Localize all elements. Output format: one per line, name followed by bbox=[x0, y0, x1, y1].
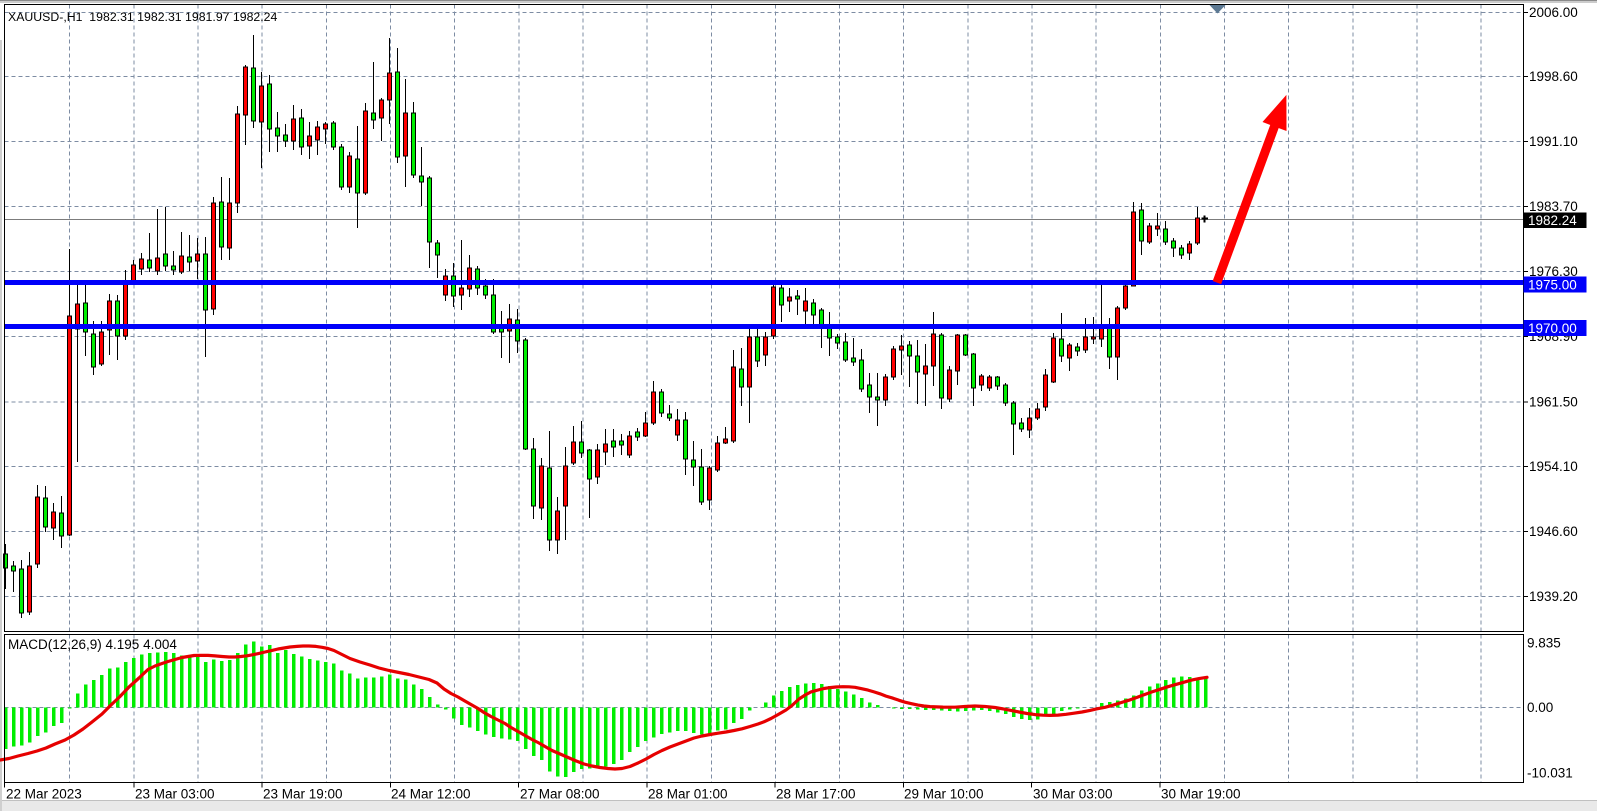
svg-text:28 Mar 17:00: 28 Mar 17:00 bbox=[776, 787, 856, 802]
svg-text:1983.70: 1983.70 bbox=[1529, 199, 1578, 214]
svg-text:1998.60: 1998.60 bbox=[1529, 69, 1578, 84]
svg-text:30 Mar 03:00: 30 Mar 03:00 bbox=[1033, 787, 1113, 802]
svg-text:30 Mar 19:00: 30 Mar 19:00 bbox=[1161, 787, 1241, 802]
svg-text:1970.00: 1970.00 bbox=[1528, 321, 1577, 336]
svg-text:XAUUSD-,H1 1982.31 1982.31 19: XAUUSD-,H1 1982.31 1982.31 1981.97 1982.… bbox=[8, 10, 278, 24]
svg-text:9.835: 9.835 bbox=[1527, 636, 1561, 651]
svg-text:22 Mar 2023: 22 Mar 2023 bbox=[6, 787, 82, 802]
svg-text:23 Mar 19:00: 23 Mar 19:00 bbox=[263, 787, 343, 802]
svg-text:MACD(12,26,9) 4.195 4.004: MACD(12,26,9) 4.195 4.004 bbox=[8, 637, 177, 652]
svg-text:-10.031: -10.031 bbox=[1527, 766, 1573, 781]
svg-text:1975.00: 1975.00 bbox=[1528, 278, 1577, 293]
svg-text:27 Mar 08:00: 27 Mar 08:00 bbox=[520, 787, 600, 802]
svg-text:1982.24: 1982.24 bbox=[1528, 213, 1577, 228]
svg-text:24 Mar 12:00: 24 Mar 12:00 bbox=[391, 787, 471, 802]
svg-text:1991.10: 1991.10 bbox=[1529, 134, 1578, 149]
svg-text:1946.60: 1946.60 bbox=[1529, 524, 1578, 539]
svg-text:23 Mar 03:00: 23 Mar 03:00 bbox=[135, 787, 215, 802]
svg-text:2006.00: 2006.00 bbox=[1529, 5, 1578, 20]
svg-text:1961.50: 1961.50 bbox=[1529, 395, 1578, 410]
svg-text:1939.20: 1939.20 bbox=[1529, 589, 1578, 604]
svg-text:1976.30: 1976.30 bbox=[1529, 264, 1578, 279]
svg-text:28 Mar 01:00: 28 Mar 01:00 bbox=[648, 787, 728, 802]
svg-text:1954.10: 1954.10 bbox=[1529, 459, 1578, 474]
svg-text:29 Mar 10:00: 29 Mar 10:00 bbox=[904, 787, 984, 802]
svg-text:0.00: 0.00 bbox=[1527, 700, 1553, 715]
